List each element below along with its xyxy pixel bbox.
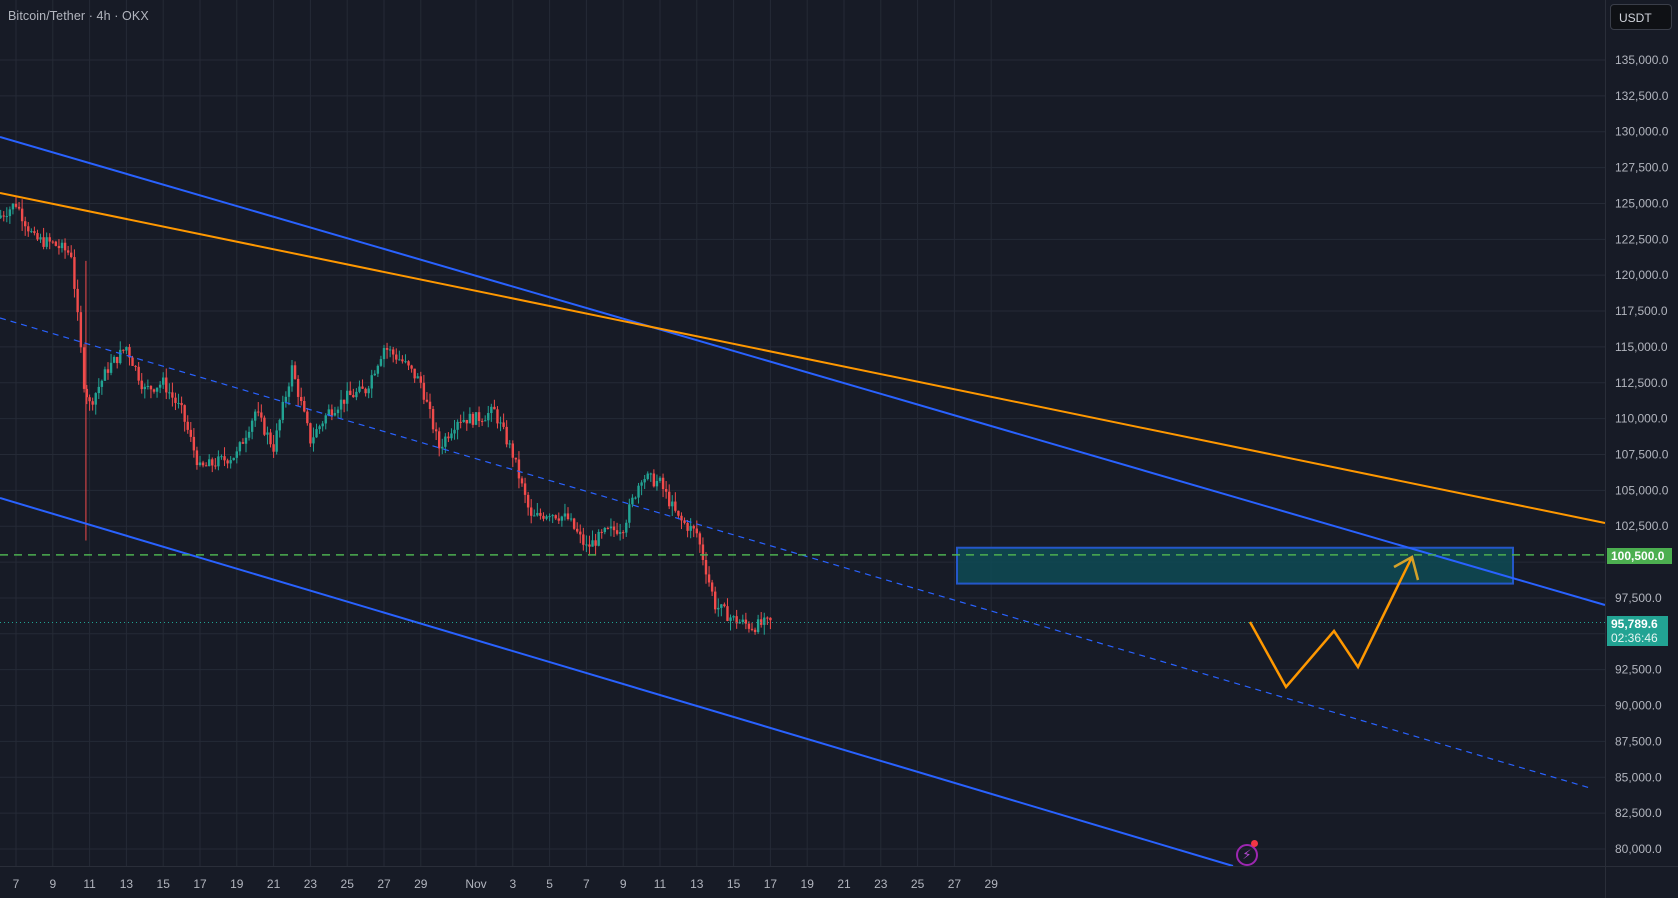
candlesticks — [0, 197, 772, 635]
time-tick-label: 27 — [948, 877, 962, 891]
time-tick-label: 21 — [267, 877, 281, 891]
time-tick-label: 27 — [377, 877, 391, 891]
time-tick-label: 17 — [193, 877, 207, 891]
price-tick-label: 122,500.0 — [1615, 232, 1669, 246]
time-tick-label: 29 — [414, 877, 428, 891]
grid-lines — [0, 0, 1605, 866]
lightning-icon[interactable]: ⚡︎ — [1236, 844, 1258, 866]
time-tick-label: 11 — [83, 877, 96, 891]
price-tick-label: 90,000.0 — [1615, 699, 1662, 713]
notification-dot-icon — [1251, 840, 1258, 847]
drawing-lines[interactable] — [0, 136, 1606, 867]
price-tick-label: 112,500.0 — [1615, 376, 1668, 390]
price-tick-label: 115,000.0 — [1615, 340, 1668, 354]
time-tick-label: Nov — [465, 877, 486, 891]
time-tick-label: 15 — [727, 877, 741, 891]
price-tick-label: 120,000.0 — [1615, 268, 1669, 282]
last-price-value: 95,789.6 — [1611, 617, 1658, 631]
price-tick-label: 97,500.0 — [1615, 591, 1662, 605]
projection-arrowhead — [1393, 555, 1420, 581]
time-tick-label: 13 — [690, 877, 704, 891]
time-tick-label: 19 — [801, 877, 815, 891]
support-zone-rectangle[interactable] — [956, 546, 1514, 585]
last-price-badge: 95,789.6 02:36:46 — [1607, 616, 1668, 646]
time-tick-label: 9 — [49, 877, 56, 891]
time-tick-label: 15 — [157, 877, 171, 891]
time-tick-label: 25 — [341, 877, 355, 891]
bar-countdown: 02:36:46 — [1611, 631, 1658, 645]
price-tick-label: 107,500.0 — [1615, 447, 1669, 461]
time-tick-label: 29 — [985, 877, 999, 891]
lower-channel-line — [0, 497, 1234, 867]
price-tick-label: 82,500.0 — [1615, 806, 1662, 820]
time-tick-label: 23 — [874, 877, 888, 891]
price-tick-label: 127,500.0 — [1615, 161, 1669, 175]
price-tick-label: 92,500.0 — [1615, 663, 1662, 677]
price-tick-label: 102,500.0 — [1615, 519, 1669, 533]
level-price-badge: 100,500.0 — [1607, 548, 1672, 564]
price-tick-label: 125,000.0 — [1615, 196, 1669, 210]
time-tick-label: 19 — [230, 877, 244, 891]
price-tick-label: 85,000.0 — [1615, 770, 1662, 784]
upper-channel-line — [0, 136, 1606, 606]
time-tick-label: 11 — [654, 877, 667, 891]
price-tick-label: 132,500.0 — [1615, 89, 1669, 103]
time-tick-label: 17 — [764, 877, 778, 891]
price-tick-label: 80,000.0 — [1615, 842, 1662, 856]
orange-trendline — [0, 192, 1606, 524]
price-tick-label: 87,500.0 — [1615, 734, 1662, 748]
time-tick-label: 13 — [120, 877, 134, 891]
time-tick-label: 3 — [509, 877, 516, 891]
channel-midline — [0, 317, 1591, 789]
time-tick-label: 23 — [304, 877, 318, 891]
time-tick-label: 21 — [837, 877, 851, 891]
price-tick-label: 130,000.0 — [1615, 125, 1669, 139]
price-tick-label: 105,000.0 — [1615, 483, 1669, 497]
price-tick-label: 117,500.0 — [1615, 304, 1668, 318]
projection-path — [1248, 556, 1414, 690]
time-tick-label: 7 — [583, 877, 590, 891]
currency-button[interactable]: USDT — [1610, 4, 1672, 30]
time-tick-label: 9 — [620, 877, 627, 891]
time-tick-label: 7 — [13, 877, 20, 891]
time-tick-label: 5 — [546, 877, 553, 891]
price-tick-label: 135,000.0 — [1615, 53, 1669, 67]
symbol-title: Bitcoin/Tether · 4h · OKX — [8, 9, 149, 23]
price-tick-label: 110,000.0 — [1615, 412, 1668, 426]
time-tick-label: 25 — [911, 877, 925, 891]
